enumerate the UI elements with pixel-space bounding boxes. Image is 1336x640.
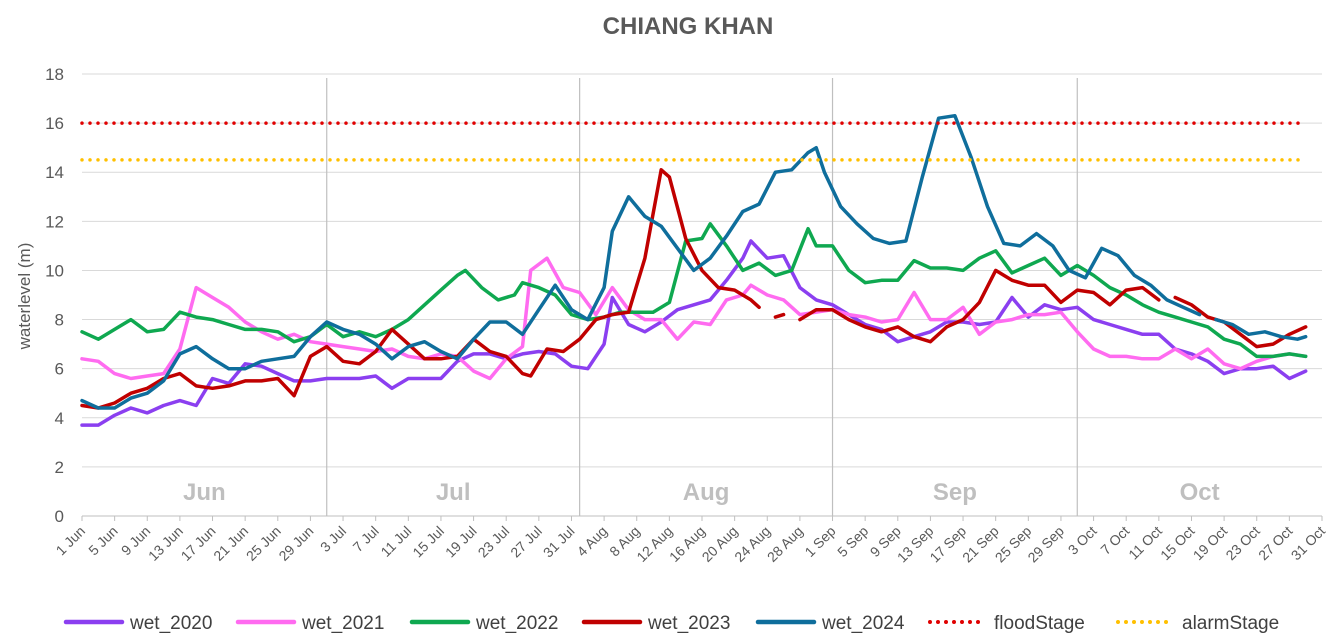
y-axis-label: waterlevel (m) xyxy=(15,243,34,351)
x-tick-label: 24 Aug xyxy=(731,523,773,565)
x-tick-label: 20 Aug xyxy=(699,523,741,565)
month-label: Aug xyxy=(683,479,730,506)
x-tick-label: 4 Aug xyxy=(574,523,611,560)
series-lines xyxy=(80,113,1308,427)
x-tick-label: 27 Jul xyxy=(507,523,545,561)
series-wet_2021 xyxy=(80,256,1308,381)
x-tick-label: 31 Jul xyxy=(540,523,578,561)
month-dividers xyxy=(326,78,1078,516)
x-tick-label: 23 Jul xyxy=(475,523,513,561)
x-tick-label: 27 Oct xyxy=(1255,523,1296,564)
series-line-wet_2020 xyxy=(80,239,1308,427)
series-line-wet_2021 xyxy=(80,256,1308,381)
legend-label: wet_2022 xyxy=(475,613,558,634)
legend-label: wet_2023 xyxy=(647,613,730,634)
month-label: Jun xyxy=(183,479,226,506)
x-tick-label: 11 Oct xyxy=(1125,523,1165,563)
legend-label: floodStage xyxy=(994,613,1085,634)
x-tick-label: 13 Jun xyxy=(145,523,186,564)
series-line-wet_2024 xyxy=(1214,317,1308,341)
legend-label: wet_2021 xyxy=(301,613,384,634)
series-line-wet_2023 xyxy=(773,312,786,319)
x-tick-label: 5 Jun xyxy=(85,523,121,559)
x-tick-label: 19 Oct xyxy=(1190,523,1231,564)
x-tick-label: 1 Sep xyxy=(801,523,838,560)
y-tick-label: 12 xyxy=(45,212,64,231)
x-tick-label: 29 Jun xyxy=(275,523,316,564)
x-tick-label: 25 Jun xyxy=(243,523,284,564)
x-tick-label: 29 Sep xyxy=(1024,523,1067,566)
x-tick-label: 17 Jun xyxy=(178,523,219,564)
legend-label: wet_2020 xyxy=(129,613,212,634)
month-labels: Jun Jul Aug Sep Oct xyxy=(183,479,1220,506)
x-tick-label: 15 Jul xyxy=(409,523,447,561)
month-label: Oct xyxy=(1180,479,1220,506)
x-tick-label: 3 Jul xyxy=(317,523,349,555)
y-axis-ticks: 0 2 4 6 8 10 12 14 16 18 xyxy=(45,65,64,526)
x-tick-label: 16 Aug xyxy=(666,523,708,565)
y-tick-label: 0 xyxy=(55,507,64,526)
grid xyxy=(82,73,1322,517)
y-tick-label: 8 xyxy=(55,311,64,330)
y-tick-label: 6 xyxy=(55,360,64,379)
series-wet_2022 xyxy=(80,222,1308,359)
x-tick-label: 23 Oct xyxy=(1222,523,1263,564)
series-line-wet_2023 xyxy=(80,168,761,410)
x-tick-label: 3 Oct xyxy=(1065,523,1100,558)
month-label: Jul xyxy=(436,479,471,506)
x-tick-label: 19 Jul xyxy=(442,523,480,561)
series-line-wet_2023 xyxy=(798,268,1161,344)
legend-label: alarmStage xyxy=(1182,613,1279,634)
series-wet_2020 xyxy=(80,239,1308,427)
legend: wet_2020 wet_2021 wet_2022 wet_2023 wet_2024… xyxy=(63,613,1279,634)
y-tick-label: 18 xyxy=(45,65,64,84)
x-tick-label: 21 Jun xyxy=(210,523,251,564)
x-tick-label: 7 Jul xyxy=(350,523,382,555)
series-line-wet_2022 xyxy=(80,222,1308,359)
x-tick-label: 28 Aug xyxy=(764,523,806,565)
x-tick-label: 11 Jul xyxy=(377,523,414,560)
x-tick-label: 5 Sep xyxy=(834,523,871,560)
series-wet_2023 xyxy=(80,168,1308,410)
series-line-wet_2024 xyxy=(80,113,1202,410)
month-label: Sep xyxy=(933,479,977,506)
y-tick-label: 10 xyxy=(45,261,64,280)
series-wet_2024 xyxy=(80,113,1308,410)
x-tick-label: 12 Aug xyxy=(633,523,675,565)
x-tick-label: 1 Jun xyxy=(53,523,89,559)
legend-label: wet_2024 xyxy=(821,613,905,634)
x-tick-label: 31 Oct xyxy=(1288,523,1329,564)
chart-title: CHIANG KHAN xyxy=(603,13,774,40)
x-tick-label: 15 Oct xyxy=(1157,523,1198,564)
y-tick-label: 14 xyxy=(45,163,64,182)
y-tick-label: 2 xyxy=(55,458,64,477)
y-tick-label: 4 xyxy=(55,409,64,428)
y-tick-label: 16 xyxy=(45,114,64,133)
